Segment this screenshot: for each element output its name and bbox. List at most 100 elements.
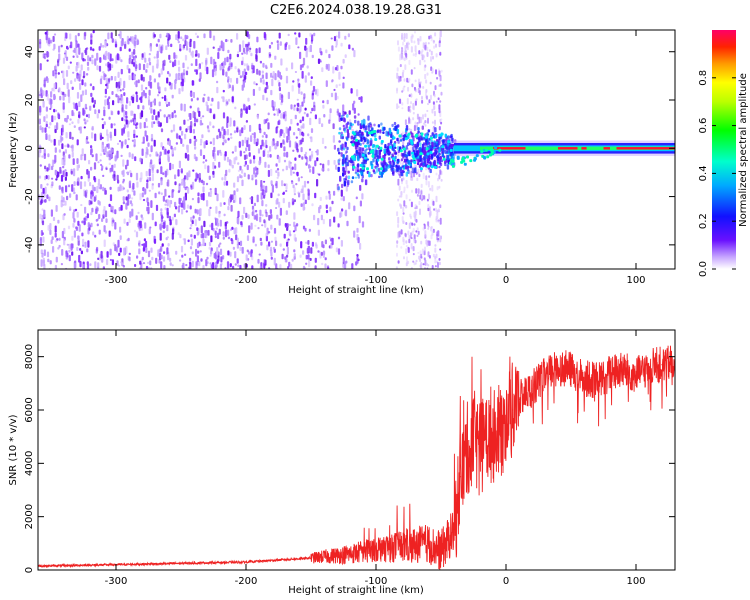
noise-cell [283, 159, 287, 163]
noise-cell [86, 73, 89, 76]
noise-cell [69, 208, 72, 211]
noise-cell [243, 206, 246, 214]
noise-cell [233, 227, 236, 235]
noise-cell [299, 64, 303, 71]
blob-cell [337, 162, 341, 166]
noise-cell [186, 204, 190, 209]
noise-cell [405, 53, 408, 58]
blob-hot-cell [411, 155, 415, 158]
noise-cell [184, 192, 187, 201]
noise-cell [402, 41, 404, 46]
blob-cell [407, 166, 410, 169]
noise-cell [261, 200, 264, 207]
noise-cell [80, 154, 83, 161]
noise-cell [186, 144, 189, 153]
noise-cell [73, 181, 76, 187]
noise-cell [94, 177, 97, 183]
noise-cell [247, 251, 251, 255]
noise-cell [311, 54, 314, 59]
noise-cell [179, 43, 182, 51]
noise-cell [196, 173, 199, 179]
noise-cell [429, 81, 432, 85]
noise-cell [185, 128, 188, 133]
noise-cell [193, 40, 196, 49]
blob-cell [401, 165, 404, 168]
blob-cell [351, 176, 355, 180]
noise-cell [44, 165, 47, 170]
noise-cell [81, 52, 84, 60]
noise-cell [104, 146, 107, 153]
noise-cell [133, 229, 137, 233]
noise-cell [150, 101, 153, 108]
noise-cell [90, 33, 93, 41]
noise-cell [106, 98, 109, 106]
noise-cell [160, 179, 163, 186]
noise-cell [397, 46, 400, 52]
noise-cell [92, 86, 95, 91]
blob-hot-cell [371, 154, 375, 158]
blob-cell [407, 159, 410, 165]
noise-cell [109, 186, 112, 190]
blob-cell [382, 131, 385, 134]
noise-cell [170, 43, 173, 48]
noise-cell [191, 251, 194, 255]
noise-cell [294, 32, 297, 35]
noise-cell [434, 247, 437, 253]
noise-cell [269, 146, 272, 152]
noise-cell [62, 70, 65, 79]
noise-cell [265, 233, 268, 237]
noise-cell [435, 69, 437, 75]
noise-cell [164, 87, 167, 92]
noise-cell [83, 126, 86, 129]
noise-cell [299, 128, 302, 136]
noise-cell [123, 247, 126, 256]
blob-cell [359, 168, 362, 171]
noise-cell [125, 111, 128, 116]
snr-series-line [38, 345, 675, 570]
noise-cell [439, 30, 442, 38]
noise-cell [95, 153, 98, 162]
noise-cell [126, 171, 129, 174]
blob-cell [447, 155, 450, 161]
noise-cell [287, 33, 290, 37]
noise-cell [431, 121, 434, 124]
noise-cell [153, 109, 156, 115]
noise-cell [427, 225, 430, 228]
noise-cell [128, 75, 131, 81]
noise-cell [276, 198, 279, 205]
noise-cell [72, 71, 75, 74]
blob-cell [343, 177, 346, 182]
noise-cell [331, 45, 334, 51]
noise-cell [351, 47, 354, 51]
noise-cell [209, 262, 212, 265]
noise-cell [168, 34, 171, 40]
noise-cell [117, 179, 120, 184]
noise-cell [314, 89, 317, 95]
blob-cell [372, 158, 375, 163]
noise-cell [400, 191, 403, 198]
blob-cell [431, 153, 434, 159]
noise-cell [415, 188, 418, 194]
noise-cell [126, 64, 129, 70]
blob-cell [432, 134, 436, 139]
noise-cell [62, 57, 66, 64]
noise-cell [302, 97, 306, 104]
noise-cell [71, 110, 74, 117]
noise-cell [284, 223, 287, 227]
noise-cell [265, 72, 268, 80]
blob-hot-cell [438, 133, 442, 137]
noise-cell [304, 107, 307, 111]
noise-cell [49, 223, 52, 230]
blob-cell [370, 174, 373, 178]
noise-cell [237, 210, 240, 218]
noise-cell [418, 116, 421, 124]
noise-cell [58, 139, 61, 146]
blob-cell [388, 157, 391, 161]
noise-cell [319, 205, 322, 209]
noise-cell [289, 162, 292, 170]
blob-hot-cell [434, 165, 437, 169]
noise-cell [280, 58, 283, 66]
blob-cell [434, 134, 438, 139]
noise-cell [438, 126, 441, 131]
blob-cell [338, 127, 342, 131]
